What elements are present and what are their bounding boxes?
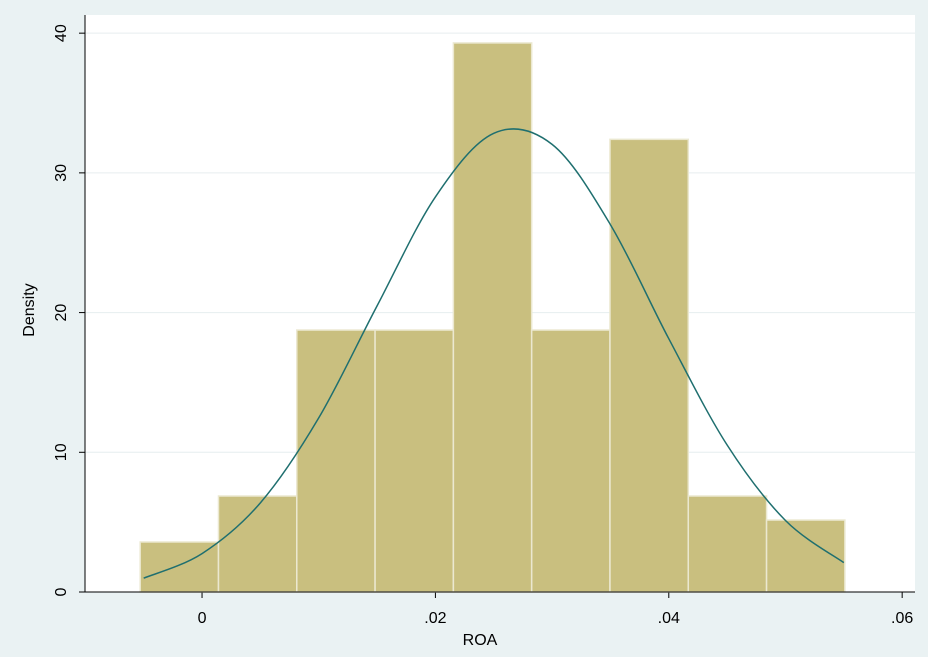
density-curve	[143, 128, 845, 579]
bar	[687, 495, 768, 593]
y-tick-label: 0	[53, 587, 70, 596]
x-axis-title: ROA	[463, 632, 498, 649]
bar	[374, 329, 455, 593]
bar	[765, 519, 846, 593]
x-tick-label: 0	[198, 610, 207, 627]
x-tick-label: .02	[424, 610, 446, 627]
x-tick-label: .06	[891, 610, 913, 627]
bar	[609, 138, 690, 593]
y-tick-label: 40	[53, 24, 70, 42]
bar	[139, 541, 220, 593]
y-tick-label: 30	[53, 164, 70, 182]
bar	[217, 495, 298, 593]
bar	[452, 42, 533, 593]
y-tick-label: 20	[53, 304, 70, 322]
y-tick-label: 10	[53, 443, 70, 461]
y-axis-title: Density	[21, 283, 38, 336]
x-tick-label: .04	[658, 610, 680, 627]
bar	[296, 329, 376, 593]
bar	[530, 329, 611, 593]
